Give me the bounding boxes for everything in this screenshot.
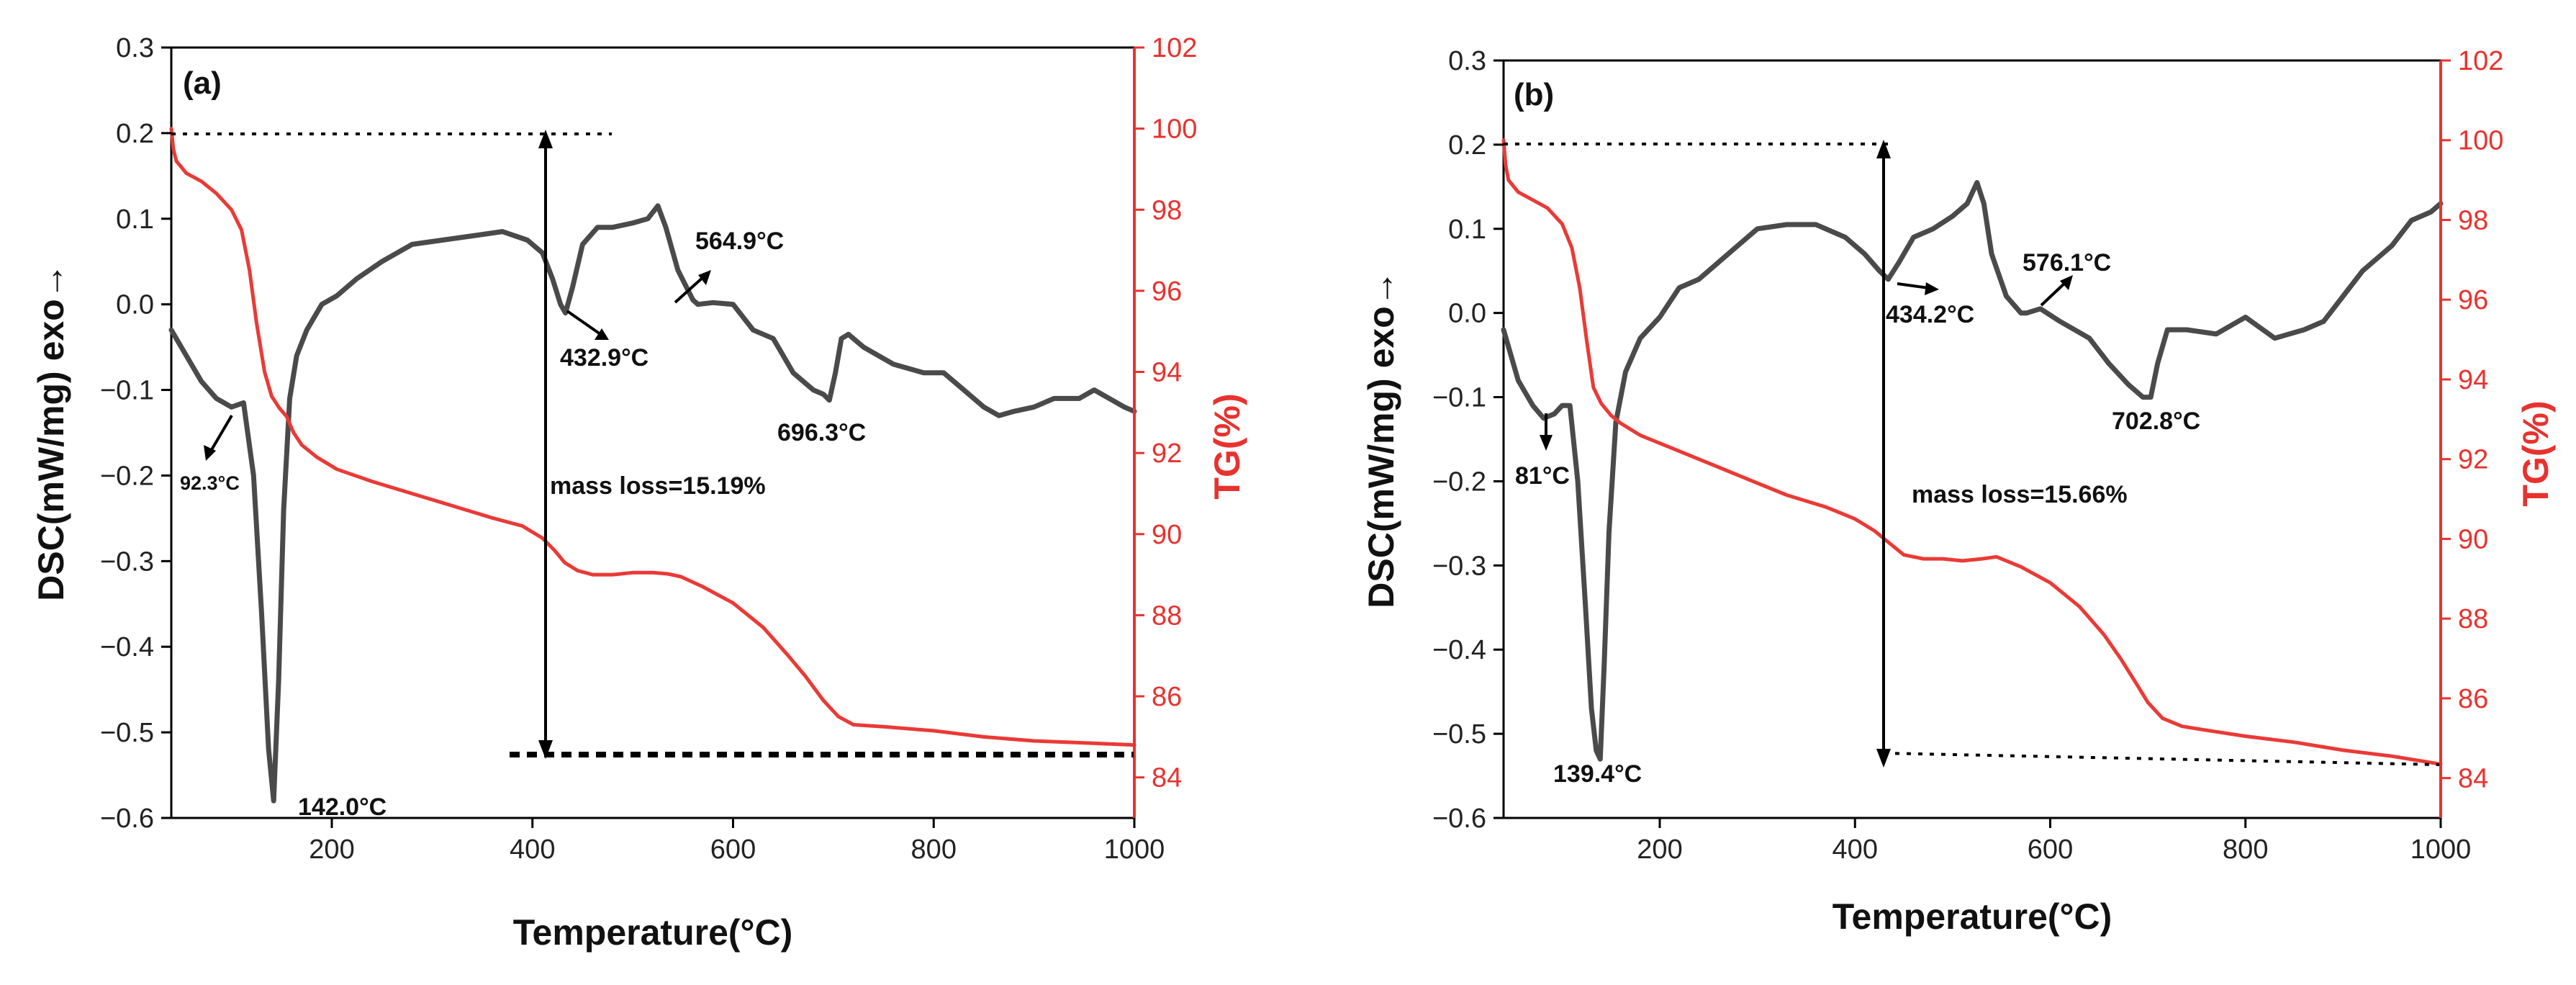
mass-loss-arrowhead-bottom-a xyxy=(538,740,553,759)
y-left-tick-label-a: −0.4 xyxy=(100,632,154,662)
y-left-tick-label-b: −0.3 xyxy=(1432,551,1486,581)
pointer-arrow-576-b xyxy=(2040,281,2067,307)
panel-label-a: (a) xyxy=(183,66,222,101)
y-right-tick-label-a: 98 xyxy=(1152,195,1182,225)
ticks-layer-b: 200 400 600 800 1000 0.3 0.2 0.1 0.0 −0.1 −0.2 −0.3… xyxy=(1432,46,2503,865)
y-right-tick-label-b: 98 xyxy=(2458,205,2488,235)
annotation-mass-loss-b: mass loss=15.66% xyxy=(1912,481,2128,508)
annotation-peak-434-b: 434.2°C xyxy=(1886,301,1974,328)
y-left-tick-label-b: −0.4 xyxy=(1432,635,1486,665)
pointer-arrowhead-576-b xyxy=(2060,275,2073,290)
y-left-tick-label-b: −0.6 xyxy=(1432,804,1486,834)
y-left-tick-label-a: 0.0 xyxy=(116,290,154,320)
x-tick-label-b: 600 xyxy=(2028,835,2073,865)
y-right-tick-label-b: 100 xyxy=(2458,126,2503,156)
y-axis-label-left-b: DSC(mW/mg) exo→ xyxy=(1361,270,1401,608)
annotation-peak-142-a: 142.0°C xyxy=(298,793,387,821)
y-right-tick-label-b: 92 xyxy=(2458,445,2488,475)
y-left-tick-label-a: −0.6 xyxy=(100,804,154,834)
x-tick-label-a: 800 xyxy=(911,835,957,865)
annotation-peak-564-a: 564.9°C xyxy=(695,228,784,255)
annotation-peak-702-b: 702.8°C xyxy=(2112,408,2200,435)
pointer-arrowhead-434-b xyxy=(1925,282,1939,295)
y-left-tick-label-b: 0.0 xyxy=(1448,299,1486,329)
chart-panel-a: 200 400 600 800 1000 0.3 0.2 0.1 0.0 −0.1 −0.2 −0.3… xyxy=(31,33,1247,953)
y-right-tick-label-b: 86 xyxy=(2458,684,2488,714)
y-left-tick-label-a: −0.1 xyxy=(100,376,154,406)
y-left-tick-label-a: −0.3 xyxy=(100,547,154,577)
y-left-tick-label-a: 0.3 xyxy=(116,33,154,63)
y-left-tick-label-b: 0.2 xyxy=(1448,130,1486,161)
series-tg-line-b xyxy=(1501,138,2443,766)
mass-loss-arrowhead-bottom-b xyxy=(1876,749,1891,768)
annotation-peak-576-b: 576.1°C xyxy=(2023,249,2111,276)
annotation-peak-92-a: 92.3°C xyxy=(180,472,240,494)
pointer-arrowhead-92-a xyxy=(204,445,216,461)
y-right-tick-label-b: 90 xyxy=(2458,524,2488,554)
pointer-arrowhead-81-b xyxy=(1540,435,1553,451)
y-left-tick-label-a: −0.5 xyxy=(100,718,154,748)
y-axis-label-left-a: DSC(mW/mg) exo→ xyxy=(31,263,71,601)
x-axis-label-a: Temperature(°C) xyxy=(513,912,793,953)
guide-line-bottom-b xyxy=(1883,752,2440,766)
y-right-tick-label-a: 96 xyxy=(1152,276,1182,307)
y-axis-label-right-b: TG(%) xyxy=(2516,400,2556,506)
panel-label-b: (b) xyxy=(1514,77,1554,112)
x-tick-label-a: 400 xyxy=(510,835,555,865)
x-axis-label-b: Temperature(°C) xyxy=(1832,896,2112,937)
y-right-tick-label-a: 86 xyxy=(1152,682,1182,712)
y-left-tick-label-a: 0.1 xyxy=(116,204,154,235)
series-dsc-line-a xyxy=(168,203,1137,804)
x-tick-label-a: 600 xyxy=(710,835,756,865)
y-right-tick-label-a: 94 xyxy=(1152,358,1182,388)
x-tick-label-b: 800 xyxy=(2223,835,2268,865)
annotation-peak-81-b: 81°C xyxy=(1515,462,1570,490)
x-tick-label-b: 1000 xyxy=(2410,835,2472,865)
y-right-tick-label-b: 94 xyxy=(2458,365,2488,395)
y-axis-label-right-a: TG(%) xyxy=(1207,393,1247,499)
annotation-peak-139-b: 139.4°C xyxy=(1553,760,1642,788)
series-layer-a xyxy=(168,127,1137,804)
y-left-tick-label-b: 0.1 xyxy=(1448,215,1486,245)
annotation-peak-432-a: 432.9°C xyxy=(560,344,648,372)
y-left-tick-label-b: 0.3 xyxy=(1448,46,1486,76)
annotation-peak-696-a: 696.3°C xyxy=(777,419,866,446)
x-tick-label-b: 400 xyxy=(1832,835,1878,865)
pointer-arrowhead-432-a xyxy=(595,328,609,340)
y-right-tick-label-a: 100 xyxy=(1152,114,1197,145)
y-left-tick-label-a: 0.2 xyxy=(116,119,154,149)
mass-loss-arrowhead-top-b xyxy=(1876,140,1891,158)
y-left-tick-label-b: −0.5 xyxy=(1432,719,1486,750)
y-right-tick-label-a: 90 xyxy=(1152,520,1182,550)
x-tick-label-b: 200 xyxy=(1637,835,1682,865)
chart-panel-b: 200 400 600 800 1000 0.3 0.2 0.1 0.0 −0.1 −0.2 −0.3… xyxy=(1361,46,2556,937)
y-left-tick-label-a: −0.2 xyxy=(100,461,154,491)
series-tg-line-a xyxy=(169,127,1136,747)
y-left-tick-label-b: −0.1 xyxy=(1432,383,1486,413)
pointer-arrow-432-a xyxy=(566,310,602,336)
y-right-tick-label-a: 102 xyxy=(1152,33,1197,63)
plot-frame-b xyxy=(1502,59,2442,819)
pointer-arrow-434-b xyxy=(1897,282,1930,289)
pointer-arrow-564-a xyxy=(674,275,705,304)
y-left-tick-label-b: −0.2 xyxy=(1432,467,1486,497)
y-right-tick-label-b: 84 xyxy=(2458,764,2488,794)
plot-frame-a xyxy=(170,46,1136,819)
pointer-arrowhead-564-a xyxy=(698,270,711,285)
y-right-tick-label-b: 88 xyxy=(2458,604,2488,634)
ticks-layer-a: 200 400 600 800 1000 0.3 0.2 0.1 0.0 −0.1 −0.2 −0.3… xyxy=(100,33,1197,865)
y-right-tick-label-b: 102 xyxy=(2458,46,2503,76)
y-right-tick-label-a: 92 xyxy=(1152,438,1182,469)
y-right-tick-label-a: 84 xyxy=(1152,763,1182,793)
x-tick-label-a: 200 xyxy=(309,835,354,865)
annotation-mass-loss-a: mass loss=15.19% xyxy=(550,472,766,500)
y-right-tick-label-a: 88 xyxy=(1152,601,1182,631)
series-layer-b xyxy=(1501,138,2444,766)
mass-loss-arrowhead-top-a xyxy=(538,130,553,148)
pointer-arrow-92-a xyxy=(209,414,233,454)
series-dsc-line-b xyxy=(1501,180,2444,762)
y-right-tick-label-b: 96 xyxy=(2458,285,2488,315)
x-tick-label-a: 1000 xyxy=(1104,835,1165,865)
